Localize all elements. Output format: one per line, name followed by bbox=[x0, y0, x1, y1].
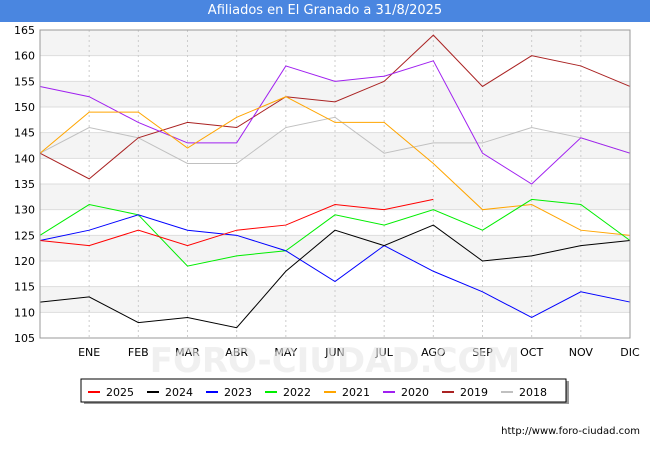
y-tick-label: 125 bbox=[14, 229, 35, 242]
legend-label-2018: 2018 bbox=[519, 386, 547, 399]
y-tick-label: 155 bbox=[14, 75, 35, 88]
watermark: FORO-CIUDAD.COM bbox=[150, 341, 521, 381]
legend-label-2024: 2024 bbox=[165, 386, 193, 399]
series-line-2020 bbox=[39, 60, 631, 185]
series-line-2023 bbox=[39, 214, 631, 319]
y-tick-label: 145 bbox=[14, 127, 35, 140]
x-tick-label: JUL bbox=[374, 346, 393, 359]
x-tick-label: JUN bbox=[324, 346, 345, 359]
chart-title: Afiliados en El Granado a 31/8/2025 bbox=[0, 0, 650, 22]
x-tick-label: FEB bbox=[128, 346, 149, 359]
x-tick-label: ABR bbox=[225, 346, 248, 359]
x-tick-label: NOV bbox=[569, 346, 594, 359]
x-tick-label: AGO bbox=[421, 346, 446, 359]
series-line-2019 bbox=[39, 34, 631, 180]
y-tick-label: 160 bbox=[14, 50, 35, 63]
plot-area-border bbox=[39, 29, 631, 339]
y-tick-label: 110 bbox=[14, 306, 35, 319]
legend-label-2022: 2022 bbox=[283, 386, 311, 399]
y-tick-label: 165 bbox=[14, 24, 35, 37]
y-tick-label: 120 bbox=[14, 255, 35, 268]
series-line-2021 bbox=[39, 96, 631, 236]
x-tick-label: OCT bbox=[520, 346, 543, 359]
y-tick-label: 150 bbox=[14, 101, 35, 114]
x-tick-label: MAY bbox=[274, 346, 297, 359]
source-url[interactable]: http://www.foro-ciudad.com bbox=[501, 426, 640, 437]
y-tick-label: 135 bbox=[14, 178, 35, 191]
y-tick-label: 115 bbox=[14, 281, 35, 294]
y-tick-label: 105 bbox=[14, 332, 35, 345]
x-tick-label: SEP bbox=[472, 346, 493, 359]
y-tick-label: 130 bbox=[14, 204, 35, 217]
legend-label-2025: 2025 bbox=[106, 386, 134, 399]
x-tick-label: MAR bbox=[175, 346, 200, 359]
legend: 2025 2024 2023 2022 2021 2020 2019 2018 bbox=[80, 378, 569, 404]
legend-label-2023: 2023 bbox=[224, 386, 252, 399]
x-tick-label: ENE bbox=[78, 346, 100, 359]
legend-box bbox=[80, 378, 567, 403]
y-tick-label: 140 bbox=[14, 152, 35, 165]
legend-label-2020: 2020 bbox=[401, 386, 429, 399]
x-tick-label: DIC bbox=[620, 346, 640, 359]
grid-band bbox=[40, 235, 630, 261]
legend-label-2021: 2021 bbox=[342, 386, 370, 399]
series-line-2025 bbox=[39, 198, 434, 247]
series-line-2024 bbox=[39, 224, 631, 329]
legend-label-2019: 2019 bbox=[460, 386, 488, 399]
